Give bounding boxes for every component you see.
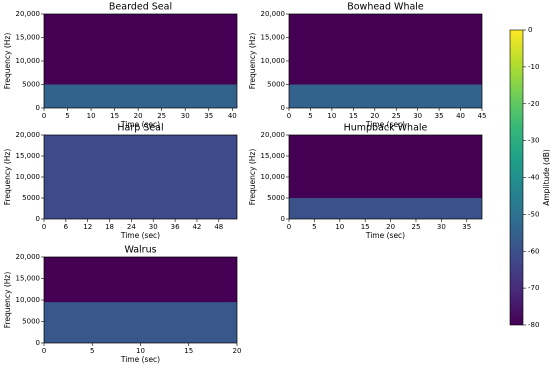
y-tick-label: 0 [36,339,40,347]
y-tick-label: 0 [36,104,40,112]
y-axis-label: Frequency (Hz) [3,149,12,206]
x-tick-label: 25 [412,223,421,231]
x-tick-label: 18 [105,223,114,231]
y-tick-label: 15,000 [261,152,286,160]
x-tick-label: 35 [462,223,471,231]
spectrogram-band [44,302,237,343]
colorbar-tick-label: -60 [528,247,539,255]
y-tick-label: 15,000 [261,34,286,42]
y-tick-label: 20,000 [16,10,41,18]
x-tick-label: 15 [361,223,370,231]
x-axis-label: Time (sec) [120,231,160,240]
x-tick-label: 45 [478,112,487,120]
y-tick-label: 0 [36,215,40,223]
y-tick-label: 5000 [22,318,40,326]
y-tick-label: 20,000 [261,131,286,139]
x-tick-label: 10 [87,112,96,120]
x-tick-label: 0 [42,223,46,231]
y-axis-label: Frequency (Hz) [3,272,12,329]
colorbar-tick-label: -40 [528,174,539,182]
y-tick-label: 20,000 [16,131,41,139]
y-tick-label: 15,000 [16,275,41,283]
x-tick-label: 20 [233,347,242,355]
colorbar-tick-label: -50 [528,210,539,218]
x-tick-label: 48 [214,223,223,231]
colorbar-tick-label: -10 [528,63,539,71]
y-tick-label: 5000 [22,81,40,89]
x-tick-label: 0 [287,112,291,120]
spectrogram-band [44,84,237,108]
x-tick-label: 6 [64,223,69,231]
y-tick-label: 0 [281,104,285,112]
y-axis-label: Frequency (Hz) [248,33,257,90]
x-tick-label: 20 [134,112,143,120]
x-tick-label: 10 [335,223,344,231]
x-tick-label: 30 [181,112,190,120]
x-tick-label: 10 [327,112,336,120]
y-tick-label: 10,000 [261,57,286,65]
x-tick-label: 35 [435,112,444,120]
y-tick-label: 10,000 [16,173,41,181]
x-tick-label: 36 [171,223,180,231]
x-tick-label: 30 [149,223,158,231]
y-tick-label: 10,000 [16,296,41,304]
x-axis-label: Time (sec) [120,355,160,364]
y-tick-label: 10,000 [261,173,286,181]
y-axis-label: Frequency (Hz) [248,149,257,206]
y-tick-label: 5000 [22,194,40,202]
spectrogram-band [44,135,237,219]
y-tick-label: 20,000 [16,253,41,261]
x-tick-label: 40 [228,112,237,120]
y-tick-label: 15,000 [16,152,41,160]
x-tick-label: 5 [65,112,69,120]
x-axis-label: Time (sec) [120,120,160,129]
colorbar-tick-label: -70 [528,284,539,292]
x-tick-label: 5 [308,112,312,120]
spectrogram-band [289,198,482,219]
y-tick-label: 15,000 [16,34,41,42]
y-tick-label: 5000 [267,81,285,89]
chart-title: Bowhead Whale [347,2,424,13]
y-tick-label: 20,000 [261,10,286,18]
x-tick-label: 30 [413,112,422,120]
x-axis-label: Time (sec) [365,120,405,129]
x-tick-label: 20 [370,112,379,120]
x-tick-label: 40 [456,112,465,120]
chart-title: Harp Seal [117,123,163,134]
x-tick-label: 24 [127,223,136,231]
x-tick-label: 20 [386,223,395,231]
x-tick-label: 35 [204,112,213,120]
x-tick-label: 25 [392,112,401,120]
chart-title: Walrus [124,245,156,256]
x-tick-label: 10 [136,347,145,355]
x-tick-label: 5 [90,347,94,355]
spectrogram-band [289,84,482,108]
colorbar [509,29,524,326]
x-tick-label: 15 [110,112,119,120]
y-tick-label: 5000 [267,194,285,202]
x-tick-label: 0 [42,112,46,120]
colorbar-tick-label: -30 [528,137,539,145]
chart-title: Humpback Whale [344,123,428,134]
chart-title: Bearded Seal [109,2,172,13]
x-tick-label: 42 [192,223,201,231]
y-tick-label: 10,000 [16,57,41,65]
x-tick-label: 25 [157,112,166,120]
x-tick-label: 15 [349,112,358,120]
x-tick-label: 12 [83,223,92,231]
x-tick-label: 5 [312,223,316,231]
y-tick-label: 0 [281,215,285,223]
x-axis-label: Time (sec) [365,231,405,240]
colorbar-tick-label: -80 [528,321,539,329]
x-tick-label: 0 [42,347,46,355]
x-tick-label: 30 [437,223,446,231]
colorbar-label: Amplitude (dB) [542,149,550,206]
colorbar-tick-label: -20 [528,100,539,108]
x-tick-label: 15 [184,347,193,355]
colorbar-tick-label: 0 [528,26,532,34]
y-axis-label: Frequency (Hz) [3,33,12,90]
x-tick-label: 0 [287,223,291,231]
